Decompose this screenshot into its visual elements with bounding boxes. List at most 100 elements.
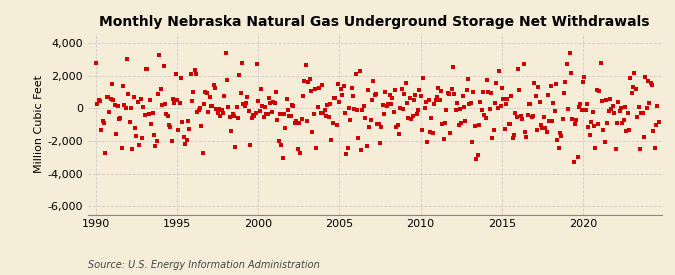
Point — [512, 115, 522, 119]
Point — [532, 128, 543, 133]
Point — [329, 96, 340, 100]
Point — [443, 91, 454, 96]
Point — [563, 106, 574, 111]
Point — [138, 105, 148, 109]
Point — [385, 102, 396, 107]
Point — [253, 98, 264, 103]
Point — [521, 134, 532, 139]
Point — [629, 71, 640, 75]
Point — [431, 95, 442, 99]
Point — [174, 100, 185, 105]
Point — [500, 127, 510, 132]
Point — [109, 103, 120, 108]
Point — [357, 107, 368, 112]
Point — [493, 68, 504, 73]
Point — [630, 87, 641, 91]
Point — [421, 100, 431, 104]
Point — [217, 111, 228, 115]
Point — [288, 104, 299, 108]
Point — [234, 73, 245, 77]
Point — [283, 108, 294, 112]
Point — [456, 121, 466, 125]
Point — [286, 114, 296, 118]
Point — [205, 104, 216, 108]
Point — [625, 76, 636, 80]
Point — [107, 82, 117, 87]
Point — [526, 115, 537, 119]
Point — [170, 72, 181, 76]
Point — [396, 86, 407, 91]
Point — [101, 95, 112, 100]
Point — [418, 76, 429, 80]
Point — [154, 53, 165, 57]
Point — [425, 129, 435, 134]
Point — [369, 93, 380, 98]
Point — [126, 106, 136, 110]
Point — [489, 100, 500, 105]
Point — [502, 97, 513, 101]
Point — [319, 108, 330, 112]
Point — [591, 88, 602, 92]
Point — [153, 92, 163, 96]
Point — [454, 107, 465, 112]
Point — [448, 65, 458, 69]
Point — [193, 108, 204, 112]
Point — [222, 78, 233, 82]
Point — [93, 98, 104, 103]
Point — [652, 103, 663, 108]
Point — [414, 88, 425, 93]
Point — [202, 110, 213, 114]
Point — [249, 114, 260, 118]
Point — [469, 124, 480, 128]
Point — [178, 135, 189, 139]
Point — [543, 93, 554, 97]
Point — [313, 105, 323, 109]
Point — [276, 143, 287, 147]
Point — [299, 79, 310, 83]
Point — [568, 160, 579, 164]
Point — [252, 62, 263, 66]
Point — [593, 122, 603, 127]
Point — [291, 119, 302, 123]
Point — [226, 129, 237, 133]
Point — [90, 61, 101, 65]
Point — [263, 112, 273, 117]
Point — [140, 67, 151, 72]
Point — [128, 95, 139, 99]
Point — [387, 95, 398, 100]
Point — [524, 102, 535, 106]
Point — [108, 98, 119, 102]
Point — [240, 104, 250, 108]
Point — [348, 94, 358, 98]
Point — [537, 125, 548, 130]
Point — [473, 123, 484, 127]
Point — [99, 121, 109, 125]
Point — [491, 80, 502, 85]
Point — [437, 122, 448, 126]
Point — [143, 112, 154, 116]
Point — [391, 125, 402, 129]
Point — [92, 102, 103, 106]
Point — [256, 87, 267, 92]
Point — [157, 103, 167, 107]
Point — [233, 116, 244, 121]
Point — [388, 110, 399, 115]
Point — [582, 102, 593, 106]
Point — [302, 119, 313, 124]
Point — [148, 132, 159, 137]
Point — [559, 91, 570, 95]
Point — [242, 94, 253, 99]
Point — [189, 67, 200, 72]
Point — [430, 97, 441, 102]
Point — [562, 61, 572, 66]
Point — [367, 98, 377, 102]
Point — [267, 110, 277, 114]
Point — [450, 108, 461, 112]
Point — [194, 106, 205, 110]
Point — [605, 97, 616, 101]
Point — [279, 112, 290, 116]
Point — [379, 111, 389, 116]
Point — [248, 113, 259, 117]
Point — [326, 138, 337, 142]
Point — [574, 105, 585, 109]
